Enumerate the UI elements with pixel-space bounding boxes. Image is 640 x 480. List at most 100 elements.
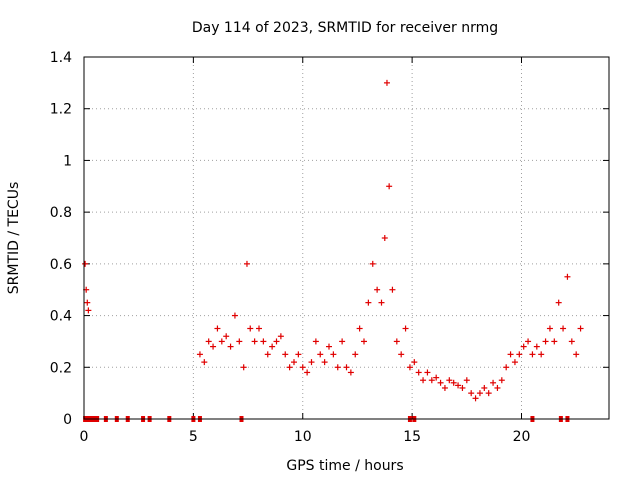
data-series xyxy=(82,79,584,422)
x-axis-label: GPS time / hours xyxy=(286,458,403,474)
data-point xyxy=(243,260,250,267)
data-point xyxy=(334,364,341,371)
data-point xyxy=(201,359,208,366)
data-point xyxy=(299,364,306,371)
plot-frame xyxy=(83,56,610,420)
data-point xyxy=(551,338,558,345)
data-point xyxy=(273,338,280,345)
y-axis-label: SRMTID / TECUs xyxy=(6,182,22,295)
data-point xyxy=(555,299,562,306)
data-point xyxy=(533,343,540,350)
data-point xyxy=(476,390,483,397)
data-point xyxy=(286,364,293,371)
data-point xyxy=(347,369,354,376)
data-point xyxy=(260,338,267,345)
data-point xyxy=(317,351,324,358)
y-tick-label: 0.8 xyxy=(50,205,72,221)
data-point xyxy=(398,351,405,358)
data-point xyxy=(264,351,271,358)
data-point xyxy=(463,377,470,384)
data-point xyxy=(525,338,532,345)
data-point xyxy=(428,377,435,384)
data-point xyxy=(538,351,545,358)
data-point xyxy=(321,359,328,366)
data-point xyxy=(85,307,92,314)
data-point xyxy=(291,359,297,366)
data-point xyxy=(424,369,431,376)
data-point xyxy=(507,351,514,358)
y-tick-label: 0 xyxy=(63,412,72,428)
data-point xyxy=(560,325,567,332)
data-point xyxy=(251,338,258,345)
data-point xyxy=(304,369,311,376)
data-point xyxy=(511,359,518,366)
data-point xyxy=(494,384,501,391)
data-point xyxy=(490,379,497,386)
data-point xyxy=(223,333,230,340)
axis-ticks: 0 0.2 0.4 0.6 0.8 1 1.2 1.4 0 5 10 15 20 xyxy=(50,50,609,445)
data-point xyxy=(446,377,453,384)
x-tick-label: 15 xyxy=(403,429,421,445)
data-point xyxy=(352,351,359,358)
data-point xyxy=(277,333,284,340)
data-point xyxy=(374,286,381,293)
data-point xyxy=(406,364,413,371)
data-point xyxy=(520,343,527,350)
data-point xyxy=(378,299,385,306)
data-point xyxy=(542,338,549,345)
x-tick-label: 10 xyxy=(294,429,312,445)
data-point xyxy=(210,343,217,350)
data-point xyxy=(196,351,203,358)
data-point xyxy=(84,299,91,306)
data-point xyxy=(381,235,388,241)
chart-title: Day 114 of 2023, SRMTID for receiver nrm… xyxy=(192,20,498,36)
y-tick-label: 1 xyxy=(63,153,72,169)
data-point xyxy=(393,338,400,345)
data-point xyxy=(361,338,367,345)
data-point xyxy=(312,338,319,345)
data-point xyxy=(308,359,315,366)
data-point xyxy=(247,325,254,332)
data-point xyxy=(330,351,337,358)
data-point xyxy=(420,377,427,384)
y-tick-label: 0.6 xyxy=(50,257,72,273)
data-point xyxy=(236,338,243,345)
data-point xyxy=(218,338,225,345)
data-point xyxy=(369,260,376,267)
data-point xyxy=(269,343,276,350)
data-point xyxy=(343,364,350,371)
data-point xyxy=(227,343,234,350)
data-point xyxy=(240,364,247,371)
data-point xyxy=(295,351,302,358)
data-point xyxy=(437,379,444,386)
data-point xyxy=(214,325,221,332)
data-point xyxy=(564,273,571,280)
data-point xyxy=(573,351,580,358)
data-point xyxy=(256,325,262,332)
data-point xyxy=(231,312,238,319)
x-tick-label: 20 xyxy=(513,429,531,445)
x-tick-label: 0 xyxy=(80,429,89,445)
data-point xyxy=(485,390,492,397)
data-point xyxy=(402,325,409,332)
data-point xyxy=(455,382,462,389)
data-point xyxy=(389,286,396,293)
x-tick-label: 5 xyxy=(189,429,198,445)
y-tick-label: 1.2 xyxy=(50,102,72,118)
data-point xyxy=(433,374,440,381)
data-point xyxy=(472,395,479,402)
data-point xyxy=(205,338,212,345)
data-point xyxy=(326,343,332,350)
data-point xyxy=(468,390,475,397)
y-tick-label: 0.2 xyxy=(50,360,72,376)
data-point xyxy=(450,379,457,386)
data-point xyxy=(386,183,393,190)
data-point xyxy=(546,325,553,332)
data-point xyxy=(339,338,346,345)
data-point xyxy=(365,299,372,306)
data-point xyxy=(411,359,418,366)
data-point xyxy=(383,79,390,86)
data-point xyxy=(459,384,466,391)
data-point xyxy=(498,377,505,384)
